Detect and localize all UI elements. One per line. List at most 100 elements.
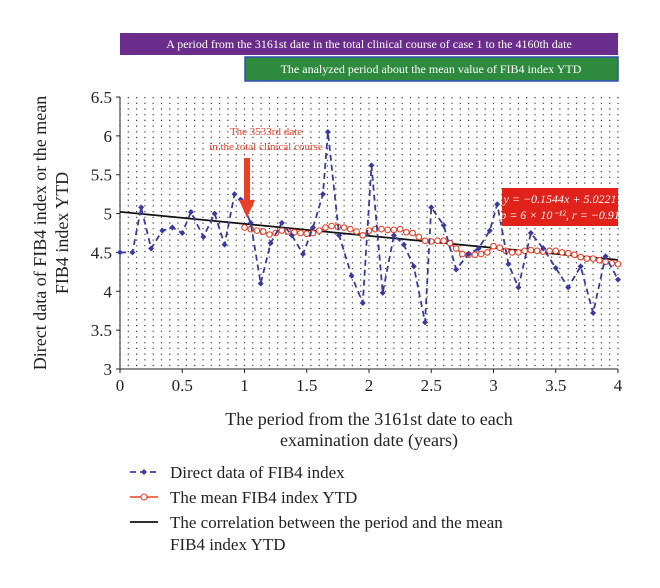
arrow-shaft [243, 158, 250, 202]
direct-series-point [129, 249, 136, 256]
mean-series-point [403, 228, 410, 236]
y-tick-label: 4 [104, 282, 113, 301]
mean-series-point [558, 249, 566, 256]
equation-box: y = −0.1544x + 5.0221 p = 6 × 10⁻¹², r =… [499, 188, 620, 226]
direct-series-point [179, 230, 186, 236]
mean-series-point [241, 224, 248, 231]
direct-series-point [267, 240, 274, 247]
x-tick-label: 2 [365, 376, 374, 395]
mean-series-point [552, 247, 560, 255]
mean-series-point [583, 255, 591, 262]
y-tick-label: 4.5 [91, 243, 112, 262]
equation-line2: p = 6 × 10⁻¹², r = −0.91 [499, 208, 620, 222]
direct-series-point [428, 204, 435, 211]
mean-series-point [508, 249, 516, 256]
mean-series-point [421, 237, 429, 245]
arrow-head [238, 200, 255, 218]
direct-series-point [486, 227, 493, 234]
direct-series-point [169, 224, 176, 231]
y-tick-label: 6 [104, 127, 113, 146]
mean-series-point [297, 229, 304, 237]
direct-series-point [309, 224, 316, 231]
mean-series-point [440, 237, 448, 245]
mean-series-point [353, 228, 360, 235]
mean-series-point [390, 226, 398, 234]
mean-series-point [378, 225, 385, 233]
x-tick-label: 2.5 [421, 376, 442, 395]
x-tick-label: 4 [614, 376, 623, 395]
top-banner: A period from the 3161st date in the tot… [120, 33, 618, 55]
x-tick-label: 0.5 [172, 376, 193, 395]
legend-regression-label-line1: The correlation between the period and t… [170, 513, 503, 532]
direct-series-point [400, 241, 407, 248]
direct-series-point [602, 253, 609, 260]
direct-series-point [300, 250, 307, 257]
mean-series-point [452, 245, 460, 252]
mean-series-point [571, 251, 578, 259]
direct-series-point [615, 276, 621, 283]
direct-series-point [515, 284, 522, 291]
mean-series-point [396, 225, 404, 233]
x-tick-label: 0 [116, 376, 125, 395]
y-tick-label: 5.5 [91, 166, 112, 185]
legend: Direct data of FIB4 index The mean FIB4 i… [130, 463, 503, 554]
direct-series-line [120, 131, 619, 323]
mean-series-point [477, 250, 485, 258]
mean-series-point [589, 255, 597, 262]
annotation-line2: in the total clinical course [209, 141, 323, 153]
legend-mean-label: The mean FIB4 index YTD [170, 488, 357, 507]
legend-mean-marker [140, 493, 148, 501]
direct-series-point [475, 245, 482, 252]
y-tick-label: 3.5 [91, 321, 112, 340]
legend-direct-marker [141, 469, 147, 475]
mean-series-point [496, 244, 504, 252]
mean-series-point [490, 242, 497, 250]
x-axis-title-line1: The period from the 3161st date to each [225, 409, 512, 429]
mean-series-point [266, 231, 273, 238]
mean-series-point [259, 228, 267, 235]
mean-series-point [409, 229, 416, 237]
direct-series-point [590, 310, 597, 317]
legend-direct-label: Direct data of FIB4 index [170, 463, 345, 482]
direct-series-point [319, 191, 326, 198]
mean-series-point [546, 247, 553, 255]
mean-series-point [346, 225, 354, 233]
mean-series-point [614, 260, 622, 268]
mean-series-point [384, 226, 392, 234]
equation-line1: y = −0.1544x + 5.0221 [503, 192, 617, 206]
direct-series-point [565, 284, 572, 291]
direct-series-point [159, 227, 166, 234]
y-axis-title-line1: Direct data of FIB4 index or the mean [30, 96, 50, 370]
direct-series-point [494, 201, 501, 208]
direct-series-point [117, 249, 123, 256]
direct-series-point [410, 263, 417, 270]
series [117, 128, 622, 326]
mean-series-point [471, 251, 479, 259]
direct-series-point [505, 261, 512, 268]
top-banner-text: A period from the 3161st date in the tot… [166, 37, 572, 51]
direct-series-point [422, 319, 429, 326]
direct-series-point [359, 299, 366, 306]
annotation: The 3533rd date in the total clinical co… [209, 126, 323, 218]
y-tick-labels: 3 3.5 4 4.5 5 5.5 6 6.5 [91, 88, 120, 379]
y-axis-title-line2: FIB4 index YTD [52, 172, 72, 294]
annotation-line1: The 3533rd date [230, 126, 302, 138]
second-banner-box [244, 56, 619, 82]
direct-series-point [211, 210, 218, 217]
mean-series-point [521, 247, 528, 255]
mean-series-point [315, 227, 323, 235]
x-tick-labels: 0 0.5 1 1.5 2 2.5 3 3.5 4 [116, 369, 623, 395]
direct-series-point [200, 233, 207, 240]
direct-series-point [390, 232, 397, 239]
mean-series-point [322, 224, 329, 231]
mean-series-point [415, 233, 423, 241]
direct-series-point [348, 272, 355, 279]
direct-series-point [577, 263, 584, 270]
equation-background [502, 188, 618, 226]
mean-series-point [459, 250, 466, 258]
second-banner: The analyzed period about the mean value… [244, 56, 619, 82]
mean-series-point [533, 247, 541, 255]
direct-series-point [379, 289, 386, 296]
legend-regression-label-line2: FIB4 index YTD [170, 535, 286, 554]
